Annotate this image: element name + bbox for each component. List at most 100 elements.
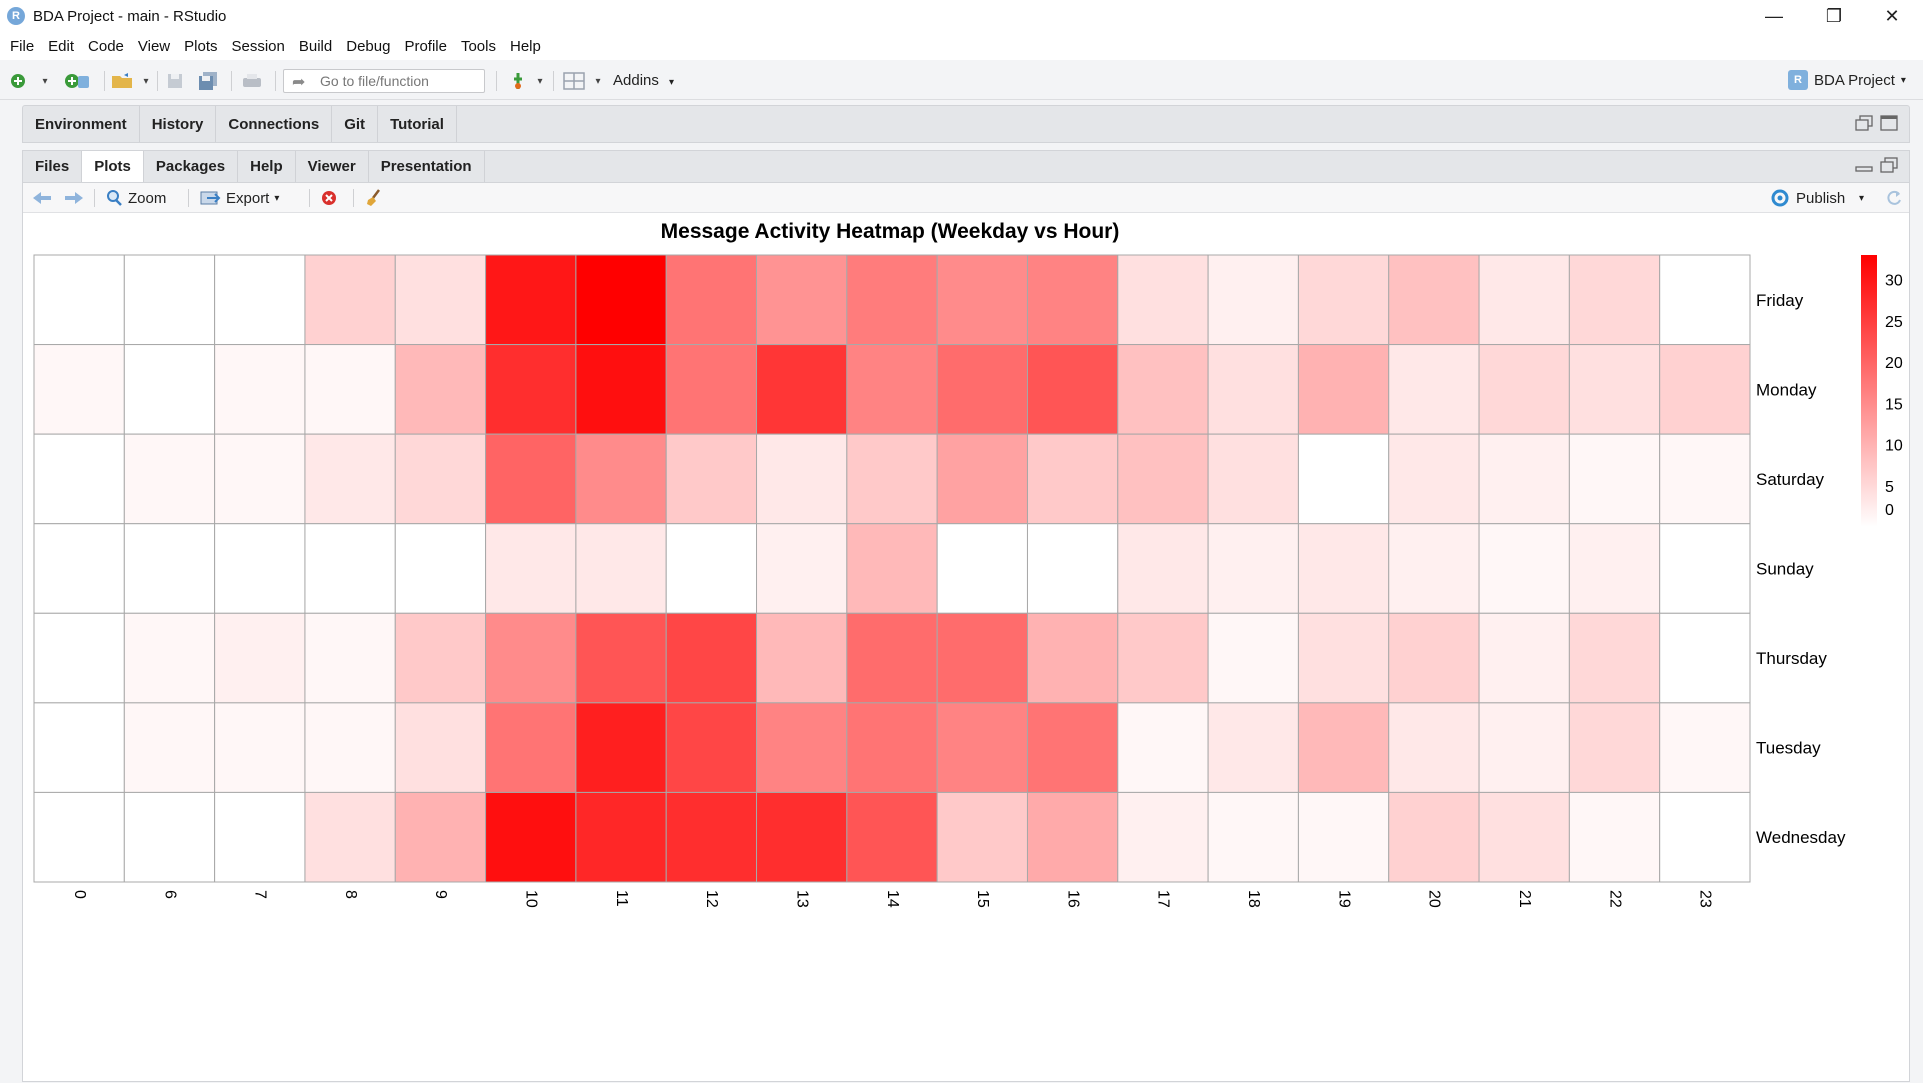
heatmap-cell-wednesday-13 bbox=[756, 791, 848, 883]
publish-dropdown-icon[interactable]: ▾ bbox=[1859, 192, 1865, 204]
export-button[interactable]: Export ▾ bbox=[199, 188, 279, 208]
new-project-icon[interactable] bbox=[64, 70, 90, 92]
version-control-dropdown-icon[interactable]: ▾ bbox=[537, 75, 543, 87]
restore-plots-pane-icon[interactable] bbox=[1880, 157, 1898, 178]
heatmap-cell-tuesday-10 bbox=[485, 702, 577, 793]
heatmap-cell-friday-14 bbox=[846, 254, 938, 346]
menu-build[interactable]: Build bbox=[298, 37, 333, 55]
heatmap-cell-friday-19 bbox=[1297, 254, 1390, 346]
heatmap-cell-sunday-7 bbox=[214, 523, 306, 614]
go-to-arrow-icon: ➦ bbox=[292, 74, 306, 91]
menu-code[interactable]: Code bbox=[88, 37, 124, 55]
heatmap-cell-tuesday-20 bbox=[1388, 702, 1480, 793]
menu-edit[interactable]: Edit bbox=[48, 37, 75, 55]
heatmap-cell-friday-20 bbox=[1388, 254, 1480, 346]
project-menu[interactable]: R BDA Project ▾ bbox=[1788, 70, 1906, 90]
heatmap-cell-wednesday-12 bbox=[665, 791, 758, 883]
publish-button[interactable]: Publish bbox=[1769, 188, 1845, 208]
toolbar-separator bbox=[353, 189, 354, 207]
heatmap-cell-friday-11 bbox=[575, 254, 667, 346]
heatmap-cell-friday-23 bbox=[1659, 254, 1751, 346]
heatmap-cell-saturday-6 bbox=[123, 433, 216, 525]
minimize-pane-icon[interactable] bbox=[1855, 157, 1873, 178]
save-icon[interactable] bbox=[165, 70, 185, 92]
heatmap-cell-sunday-23 bbox=[1659, 523, 1751, 614]
menu-help[interactable]: Help bbox=[510, 37, 541, 55]
next-plot-icon[interactable] bbox=[63, 188, 85, 208]
heatmap-cell-friday-16 bbox=[1026, 254, 1119, 346]
tab-help[interactable]: Help bbox=[238, 151, 296, 182]
addins-label: Addins bbox=[613, 72, 659, 89]
clear-plots-button[interactable] bbox=[364, 188, 384, 208]
workspace-panes-dropdown-icon[interactable]: ▾ bbox=[595, 75, 601, 87]
tab-viewer[interactable]: Viewer bbox=[296, 151, 369, 182]
tab-history[interactable]: History bbox=[140, 106, 217, 142]
save-all-icon[interactable] bbox=[196, 70, 220, 92]
addins-menu[interactable]: Addins ▾ bbox=[613, 72, 674, 89]
open-file-icon[interactable] bbox=[110, 70, 136, 92]
row-label-tuesday: Tuesday bbox=[1756, 739, 1821, 758]
toolbar-separator bbox=[231, 71, 232, 91]
heatmap-cell-friday-18 bbox=[1207, 254, 1299, 346]
tab-plots[interactable]: Plots bbox=[82, 151, 144, 182]
version-control-icon[interactable] bbox=[508, 70, 528, 92]
zoom-button[interactable]: Zoom bbox=[105, 188, 166, 208]
tab-connections[interactable]: Connections bbox=[216, 106, 333, 142]
tab-git[interactable]: Git bbox=[332, 106, 379, 142]
heatmap-cell-tuesday-14 bbox=[846, 702, 938, 793]
tab-files[interactable]: Files bbox=[23, 151, 83, 182]
colorbar-ticks: 0 5 10 15 20 25 30 bbox=[1885, 273, 1903, 519]
print-icon[interactable] bbox=[240, 70, 264, 92]
refresh-icon[interactable] bbox=[1885, 188, 1903, 208]
heatmap-cell-monday-21 bbox=[1478, 344, 1570, 435]
restore-pane-icon[interactable] bbox=[1855, 115, 1873, 136]
menu-tools[interactable]: Tools bbox=[460, 37, 496, 55]
menu-bar: File Edit Code View Plots Session Build … bbox=[0, 32, 1923, 60]
tab-tutorial[interactable]: Tutorial bbox=[378, 106, 457, 142]
maximize-pane-icon[interactable] bbox=[1880, 115, 1898, 136]
open-file-dropdown-icon[interactable]: ▾ bbox=[143, 75, 149, 87]
colorbar-tick-30: 30 bbox=[1885, 273, 1903, 290]
column-label-17: 17 bbox=[1155, 890, 1172, 908]
column-label-21: 21 bbox=[1516, 890, 1533, 908]
menu-view[interactable]: View bbox=[137, 37, 171, 55]
heatmap-cell-wednesday-0 bbox=[33, 791, 125, 883]
toolbar-separator bbox=[94, 189, 95, 207]
tab-presentation[interactable]: Presentation bbox=[369, 151, 485, 182]
tab-packages[interactable]: Packages bbox=[144, 151, 239, 182]
menu-debug[interactable]: Debug bbox=[346, 37, 391, 55]
menu-plots[interactable]: Plots bbox=[184, 37, 218, 55]
menu-file[interactable]: File bbox=[10, 37, 35, 55]
remove-plot-button[interactable] bbox=[320, 188, 338, 208]
new-file-icon[interactable] bbox=[8, 70, 28, 92]
heatmap-cell-wednesday-16 bbox=[1026, 791, 1119, 883]
menu-profile[interactable]: Profile bbox=[404, 37, 447, 55]
close-button[interactable]: ✕ bbox=[1884, 5, 1900, 26]
column-label-11: 11 bbox=[613, 890, 630, 907]
menu-session[interactable]: Session bbox=[231, 37, 285, 55]
new-file-dropdown-icon[interactable]: ▾ bbox=[42, 75, 48, 87]
heatmap-cell-monday-11 bbox=[575, 344, 667, 435]
heatmap-cell-tuesday-0 bbox=[33, 702, 125, 793]
restore-button[interactable]: ❐ bbox=[1825, 5, 1843, 26]
workspace-panes-icon[interactable] bbox=[562, 70, 586, 92]
zoom-label: Zoom bbox=[128, 189, 167, 207]
column-label-0: 0 bbox=[71, 890, 88, 899]
heatmap-cell-thursday-19 bbox=[1297, 612, 1390, 704]
heatmap-cell-saturday-0 bbox=[33, 433, 125, 525]
window-title: BDA Project - main - RStudio bbox=[33, 7, 227, 25]
heatmap-cell-tuesday-21 bbox=[1478, 702, 1570, 793]
previous-plot-icon[interactable] bbox=[31, 188, 53, 208]
heatmap-cell-thursday-10 bbox=[485, 612, 577, 704]
go-to-file-input[interactable]: ➦ Go to file/function bbox=[283, 69, 485, 93]
heatmap-cell-friday-0 bbox=[33, 254, 125, 346]
go-to-placeholder: Go to file/function bbox=[320, 73, 429, 89]
tab-environment[interactable]: Environment bbox=[23, 106, 140, 142]
rstudio-logo-icon: R bbox=[7, 7, 25, 25]
heatmap-cell-sunday-12 bbox=[665, 523, 758, 614]
heatmap-cell-sunday-14 bbox=[846, 523, 938, 614]
export-dropdown-icon: ▾ bbox=[274, 192, 280, 204]
heatmap-cell-saturday-21 bbox=[1478, 433, 1570, 525]
minimize-button[interactable]: — bbox=[1765, 5, 1783, 26]
broom-icon bbox=[367, 189, 380, 206]
